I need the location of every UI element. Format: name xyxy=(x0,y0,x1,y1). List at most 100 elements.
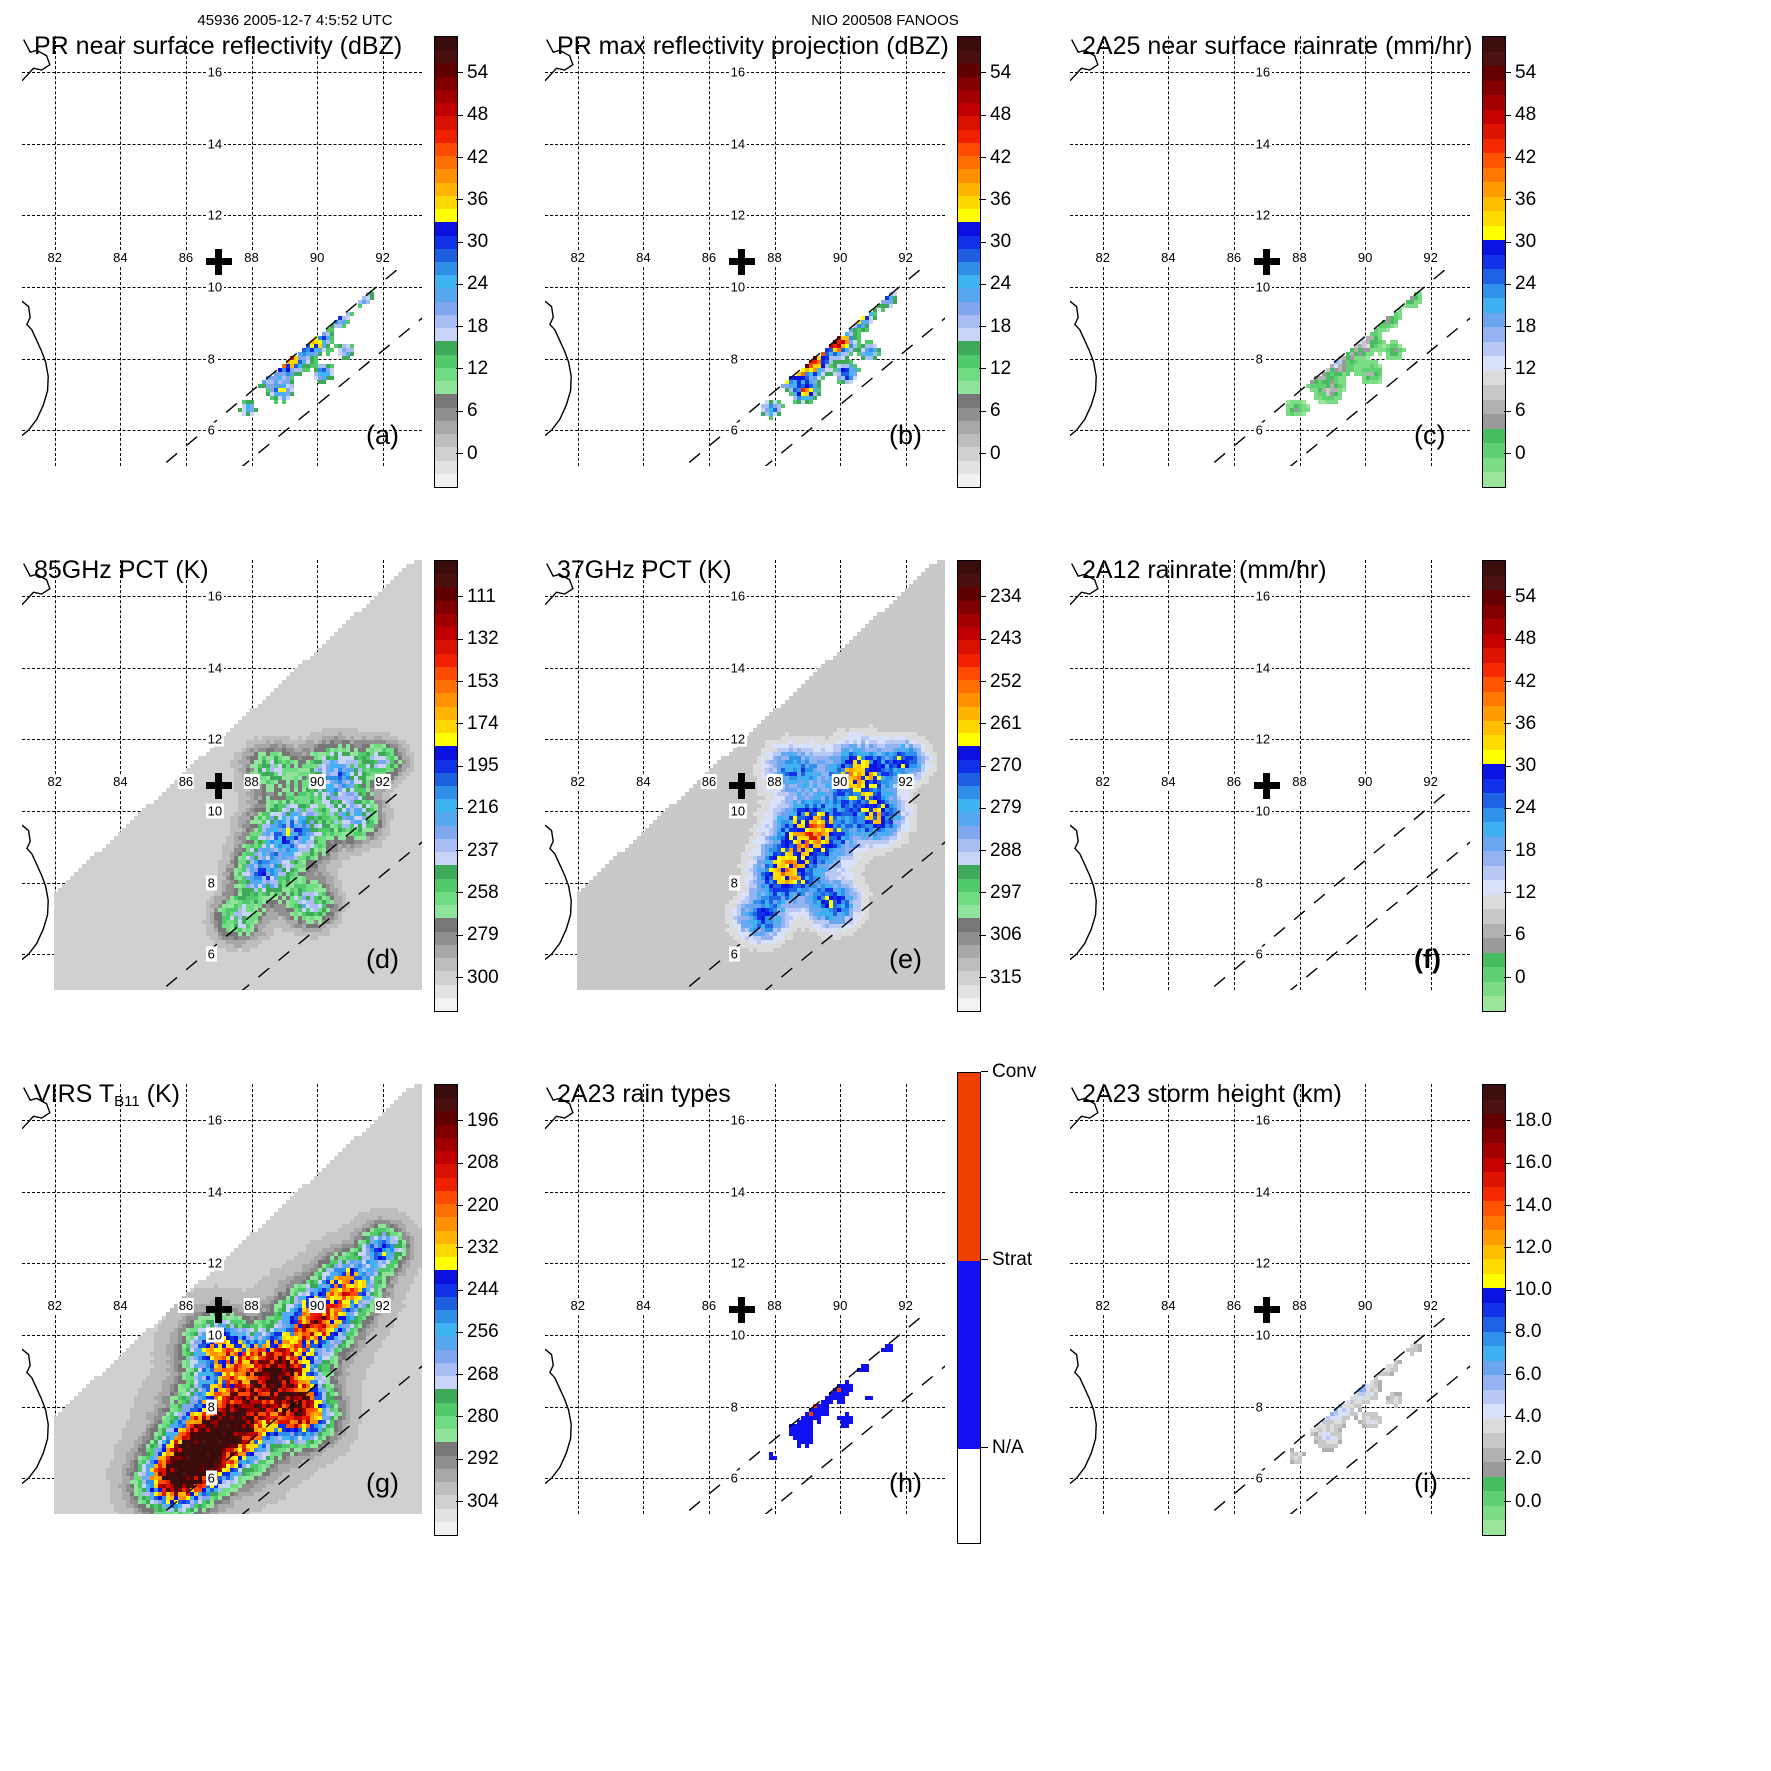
colorbar-tick: 8.0 xyxy=(1504,1321,1541,1343)
colorbar-tick: 196 xyxy=(456,1110,499,1132)
plot-area-e[interactable]: 82 84 86 88 90 92 6 8 10 12 14 16 xyxy=(545,560,945,990)
colorbar-segment xyxy=(1483,1302,1505,1318)
colorbar-tick-dash xyxy=(979,410,986,412)
panel-title-i: 2A23 storm height (km) xyxy=(1082,1080,1342,1108)
colorbar-tick-label: 0 xyxy=(990,442,1001,464)
colorbar-g[interactable] xyxy=(434,1084,458,1536)
colorbar-segment xyxy=(958,1261,980,1449)
y-tick-label: 8 xyxy=(205,351,217,366)
colorbar-segment xyxy=(958,958,980,972)
colorbar-tick-label: 153 xyxy=(467,670,499,692)
colorbar-a[interactable] xyxy=(434,36,458,488)
colorbar-segment xyxy=(435,944,457,959)
colorbar-tick-label: 0 xyxy=(1515,442,1526,464)
colorbar-e[interactable] xyxy=(957,560,981,1012)
colorbar-tick: 256 xyxy=(456,1321,499,1343)
colorbar-tick-dash xyxy=(456,1162,463,1164)
colorbar-segment xyxy=(435,116,457,130)
colorbar-tick-label: 6 xyxy=(467,400,478,422)
panel-letter-d: (d) xyxy=(366,944,399,974)
plot-area-h[interactable]: 82 84 86 88 90 92 6 8 10 12 14 16 xyxy=(545,1084,945,1514)
colorbar-tick: 42 xyxy=(1504,147,1536,169)
colorbar-tick: 18 xyxy=(456,316,488,338)
y-tick-label: 16 xyxy=(1253,1112,1273,1128)
colorbar-b[interactable] xyxy=(957,36,981,488)
x-tick-label: 82 xyxy=(1094,249,1112,265)
colorbar-tick-label: 220 xyxy=(467,1194,499,1216)
plot-area-i[interactable]: 82 84 86 88 90 92 6 8 10 12 14 16 xyxy=(1070,1084,1470,1514)
colorbar-tick-label: 261 xyxy=(990,712,1022,734)
swath-overlay-i xyxy=(1070,1087,1470,1514)
x-tick-label: 92 xyxy=(897,773,914,789)
colorbar-tick: 12 xyxy=(1504,358,1536,380)
colorbar-segment xyxy=(435,1389,457,1403)
colorbar-tick-label: 12 xyxy=(1515,358,1537,379)
colorbar-tick-dash xyxy=(456,1204,463,1206)
plot-area-g[interactable]: 82 84 86 88 90 92 6 8 10 12 14 16 xyxy=(22,1084,422,1514)
colorbar-d[interactable] xyxy=(434,560,458,1012)
colorbar-tick-dash xyxy=(979,326,986,328)
colorbar-tick-dash xyxy=(1504,156,1511,158)
colorbar-segment xyxy=(435,182,457,196)
colorbar-segment xyxy=(435,891,457,906)
colorbar-segment xyxy=(958,261,980,276)
colorbar-segment xyxy=(958,116,980,130)
colorbar-segment xyxy=(1483,225,1505,241)
colorbar-f[interactable] xyxy=(1482,560,1506,1012)
colorbar-tick-dash xyxy=(979,72,986,74)
colorbar-segment xyxy=(1483,124,1505,139)
colorbar-tick: 12 xyxy=(1504,882,1536,904)
colorbar-tick-dash xyxy=(979,765,986,767)
colorbar-tick-label: 30 xyxy=(990,231,1012,253)
colorbar-segment xyxy=(1483,37,1505,52)
swath-overlay-c xyxy=(1070,39,1470,466)
colorbar-segment xyxy=(958,50,980,64)
colorbar-segment xyxy=(958,301,980,315)
plot-area-d[interactable]: 82 84 86 88 90 92 6 8 10 12 14 16 xyxy=(22,560,422,990)
plot-area-b[interactable]: 82 84 86 88 90 92 6 8 10 12 14 16 xyxy=(545,36,945,466)
colorbar-i[interactable] xyxy=(1482,1084,1506,1536)
colorbar-c[interactable] xyxy=(1482,36,1506,488)
colorbar-tick-label: 304 xyxy=(467,1490,499,1512)
colorbar-segment xyxy=(1483,80,1505,96)
colorbar-tick-dash xyxy=(1504,680,1511,682)
colorbar-tick-label: 270 xyxy=(990,755,1022,777)
colorbar-tick: 195 xyxy=(456,755,499,777)
colorbar-segment xyxy=(435,746,457,760)
colorbar-h[interactable] xyxy=(957,1072,981,1544)
plot-area-f[interactable]: 82 84 86 88 90 92 6 8 10 12 14 16 xyxy=(1070,560,1470,990)
colorbar-segment xyxy=(958,341,980,355)
colorbar-segment xyxy=(1483,240,1505,255)
plot-area-a[interactable]: 82 84 86 88 90 92 6 8 10 12 14 16 xyxy=(22,36,422,466)
colorbar-segment xyxy=(958,613,980,628)
x-tick-label: 88 xyxy=(1291,1297,1308,1313)
colorbar-segment xyxy=(435,825,457,839)
colorbar-tick-dash xyxy=(979,199,986,201)
orbit-title: 45936 2005-12-7 4:5:52 UTC xyxy=(197,12,393,29)
x-tick-label: 88 xyxy=(243,773,260,789)
colorbar-segment xyxy=(958,129,980,143)
colorbar-segment xyxy=(1483,749,1505,765)
colorbar-tick-dash xyxy=(1504,283,1511,285)
colorbar-segment xyxy=(435,1495,457,1509)
colorbar-segment xyxy=(958,693,980,707)
colorbar-segment xyxy=(1483,95,1505,110)
colorbar-segment xyxy=(1483,414,1505,429)
colorbar-segment xyxy=(1483,341,1505,357)
colorbar-tick-dash xyxy=(1504,977,1511,979)
plot-area-c[interactable]: 82 84 86 88 90 92 6 8 10 12 14 16 xyxy=(1070,36,1470,466)
colorbar-tick-label: 256 xyxy=(467,1321,499,1343)
x-tick-label: 92 xyxy=(374,773,391,789)
y-tick-label: 12 xyxy=(1253,731,1273,747)
colorbar-segment xyxy=(958,666,980,681)
swath-overlay-b xyxy=(545,39,945,466)
y-tick-label: 6 xyxy=(1253,422,1265,438)
colorbar-segment xyxy=(1483,967,1505,982)
y-tick-label: 12 xyxy=(728,731,748,747)
y-tick-label: 16 xyxy=(728,1112,748,1128)
y-tick-label: 16 xyxy=(1253,64,1273,80)
colorbar-tick-label: 30 xyxy=(467,231,489,253)
y-tick-label: 12 xyxy=(728,207,748,223)
colorbar-segment xyxy=(435,587,457,601)
y-tick-label: 12 xyxy=(205,731,225,747)
